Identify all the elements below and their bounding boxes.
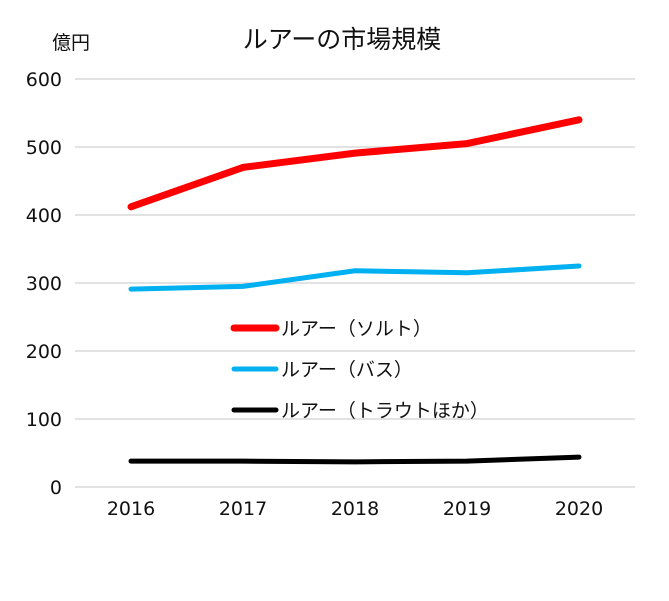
gridlines [75, 78, 635, 488]
x-tick-label: 2016 [107, 498, 155, 520]
series-line-1 [127, 116, 583, 211]
y-tick-label: 600 [26, 69, 62, 91]
y-tick-label: 200 [26, 341, 62, 363]
x-tick-label: 2018 [331, 498, 379, 520]
y-tick-label: 500 [26, 137, 62, 159]
chart-title: ルアーの市場規模 [243, 25, 442, 54]
legend: ルアー（ソルト） ルアー（バス） ルアー（トラウトほか） [230, 318, 489, 422]
series-line-2 [128, 263, 582, 292]
y-tick-label: 0 [50, 477, 62, 499]
x-tick-label: 2020 [555, 498, 603, 520]
y-tick-label: 100 [26, 409, 62, 431]
x-axis-tick-labels: 2016 2017 2018 2019 2020 [107, 498, 603, 520]
series-lines [127, 116, 583, 465]
x-tick-label: 2019 [443, 498, 491, 520]
y-tick-label: 300 [26, 273, 62, 295]
x-tick-label: 2017 [219, 498, 267, 520]
series-line-3 [128, 454, 582, 465]
y-tick-label: 400 [26, 205, 62, 227]
legend-label: ルアー（ソルト） [281, 318, 432, 340]
y-axis-unit-label: 億円 [52, 32, 90, 54]
legend-label: ルアー（トラウトほか） [281, 400, 489, 422]
y-axis-tick-labels: 0 100 200 300 400 500 600 [26, 69, 62, 499]
legend-label: ルアー（バス） [281, 359, 413, 381]
